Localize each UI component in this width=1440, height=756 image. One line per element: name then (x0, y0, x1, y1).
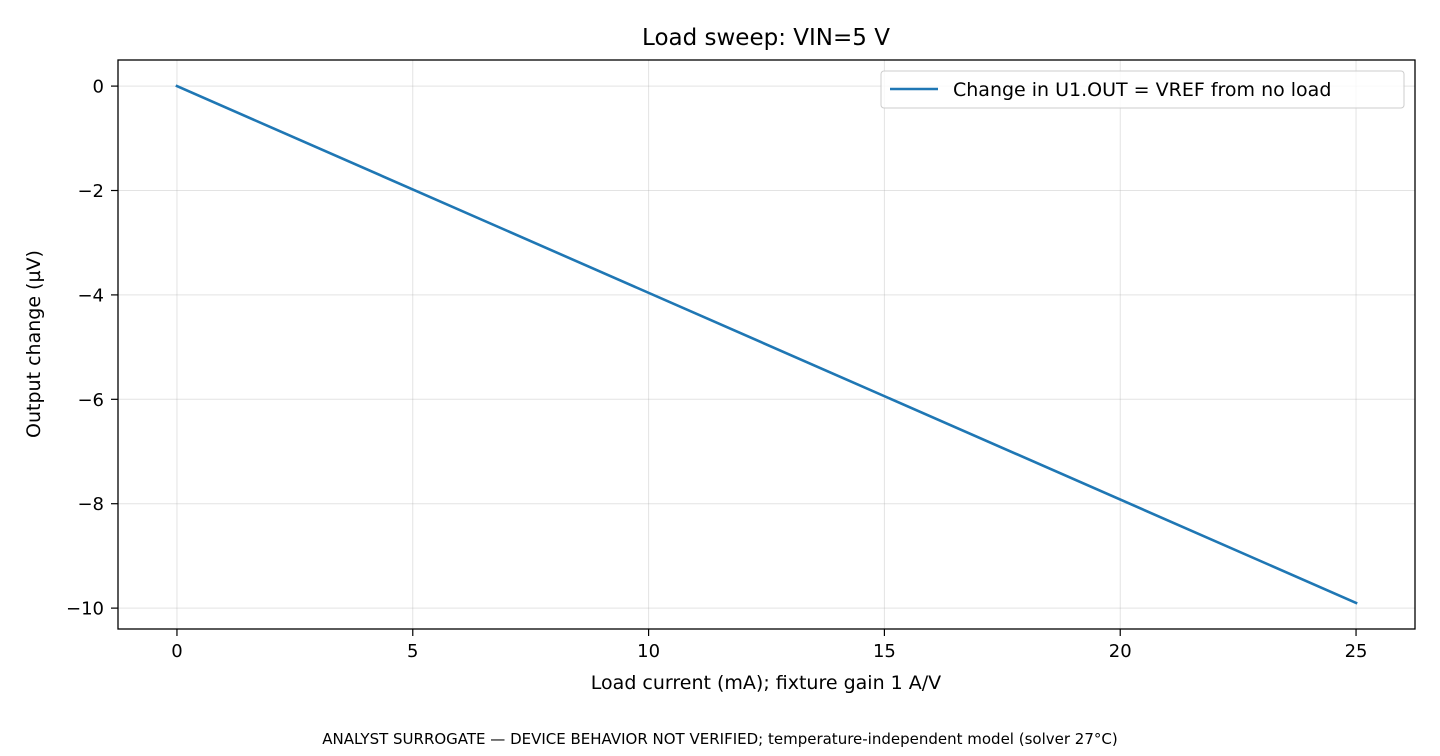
chart-title: Load sweep: VIN=5 V (642, 25, 890, 51)
x-tick-label: 25 (1345, 641, 1368, 662)
y-tick-label: −8 (77, 494, 104, 515)
y-tick-label: 0 (93, 77, 104, 98)
legend: Change in U1.OUT = VREF from no load (880, 70, 1405, 109)
grid (118, 60, 1415, 629)
plot-frame (117, 59, 1416, 630)
y-tick-label: −6 (77, 390, 104, 411)
plot-series (175, 84, 1358, 605)
legend-label: Change in U1.OUT = VREF from no load (953, 79, 1331, 101)
x-tick-label: 10 (637, 641, 660, 662)
y-tick-label: −4 (77, 285, 104, 306)
x-tick-label: 15 (873, 641, 896, 662)
x-tick-label: 5 (407, 641, 418, 662)
y-tick-label: −2 (77, 181, 104, 202)
legend-box (880, 70, 1405, 109)
x-axis-label: Load current (mA); fixture gain 1 A/V (591, 672, 941, 694)
x-tick-label: 0 (171, 641, 182, 662)
y-axis-label: Output change (µV) (23, 250, 45, 438)
footer-note: ANALYST SURROGATE — DEVICE BEHAVIOR NOT … (322, 730, 1117, 748)
y-tick-label: −10 (66, 599, 104, 620)
x-tick-label: 20 (1109, 641, 1132, 662)
axis-ticks: 0 5 10 15 20 25 0 −2 −4 −6 −8 −10 (66, 77, 1367, 662)
series-line-0 (175, 84, 1358, 605)
